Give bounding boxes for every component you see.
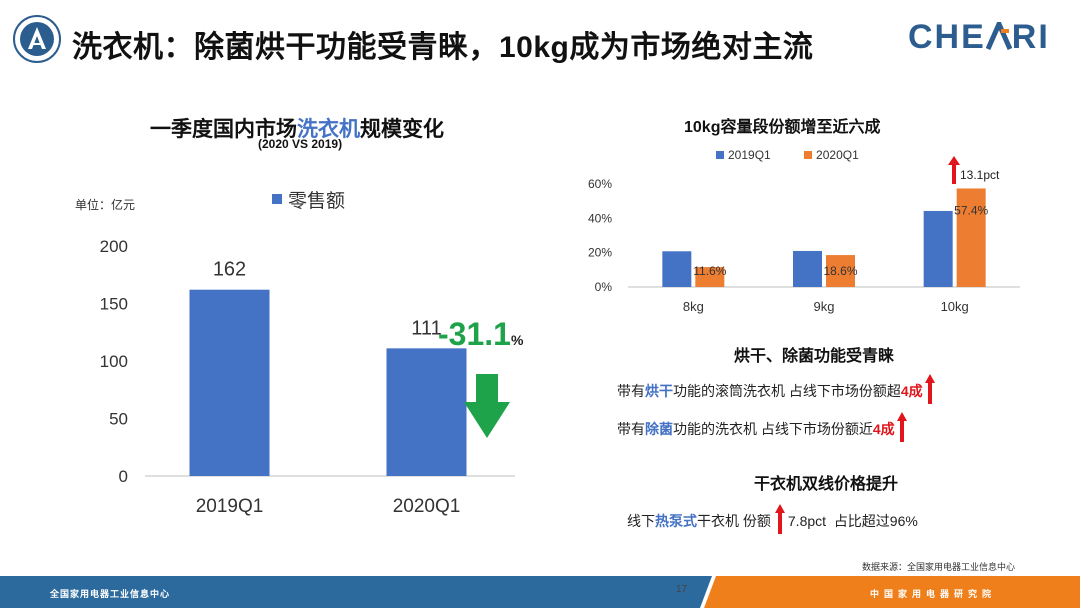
right-chart-legend: 2019Q1 2020Q1 bbox=[716, 148, 889, 162]
data-label: 57.4% bbox=[954, 203, 988, 217]
data-label: 162 bbox=[213, 259, 246, 281]
bar-2020q1-8kg bbox=[695, 267, 725, 287]
bar-2019Q1 bbox=[189, 289, 270, 476]
bar-2019q1-8kg bbox=[662, 251, 692, 287]
x-tick-label: 10kg bbox=[941, 299, 969, 314]
bar-2019q1-9kg bbox=[793, 250, 822, 287]
x-tick-label: 2019Q1 bbox=[196, 496, 264, 517]
x-tick-label: 8kg bbox=[683, 299, 704, 314]
left-chart-unit: 单位：亿元 bbox=[75, 198, 136, 212]
page-title: 洗衣机：除菌烘干功能受青睐，10kg成为市场绝对主流 bbox=[72, 31, 814, 64]
data-label: 111 bbox=[411, 317, 441, 339]
footer-divider bbox=[690, 576, 730, 608]
y-tick-label: 200 bbox=[100, 237, 128, 256]
y-tick-label: 150 bbox=[100, 295, 128, 314]
bar-2019q1-10kg bbox=[923, 210, 953, 287]
up-arrow-icon bbox=[924, 374, 935, 404]
text: 功能的洗衣机 占线下市场份额近 bbox=[673, 421, 873, 437]
y-tick-label: 50 bbox=[109, 410, 128, 429]
highlight-text: 除菌 bbox=[645, 421, 673, 437]
change-percentage: -31.1% bbox=[438, 316, 523, 353]
text: 功能的滚筒洗衣机 占线下市场份额超 bbox=[673, 383, 901, 399]
left-title-pre: 一季度国内市场 bbox=[150, 118, 297, 141]
text: 带有 bbox=[617, 383, 645, 399]
brand-text-pre: CHE bbox=[908, 18, 986, 56]
down-arrow-icon bbox=[464, 374, 510, 438]
brand-logo: CHE RI bbox=[908, 17, 1050, 57]
footer-org-name: 全国家用电器工业信息中心 bbox=[50, 589, 171, 599]
section-dryer-line: 线下热泵式干衣机 份额 7.8pct 占比超过96% bbox=[627, 504, 918, 534]
x-tick-label: 9kg bbox=[814, 299, 835, 314]
legend-label: 2020Q1 bbox=[816, 148, 859, 162]
highlight-text: 烘干 bbox=[645, 383, 673, 399]
left-title-highlight: 洗衣机 bbox=[297, 118, 360, 141]
footer-bar-blue bbox=[0, 576, 700, 608]
section-drying-title: 烘干、除菌功能受青睐 bbox=[734, 348, 895, 365]
legend-item-2019q1: 2019Q1 bbox=[716, 148, 771, 162]
x-tick-label: 2020Q1 bbox=[393, 496, 461, 517]
section-drying-line2: 带有除菌功能的洗衣机 占线下市场份额近4成 bbox=[617, 412, 907, 442]
change-unit: % bbox=[510, 332, 524, 348]
left-chart-legend: 零售额 bbox=[272, 186, 345, 213]
left-chart-subtitle: (2020 VS 2019) bbox=[258, 137, 343, 151]
legend-item-2020q1: 2020Q1 bbox=[804, 148, 859, 162]
footer-institute-name: 中国家用电器研究院 bbox=[870, 589, 997, 599]
data-label: 18.6% bbox=[823, 264, 857, 278]
left-title-post: 规模变化 bbox=[360, 118, 444, 141]
value-text: 7.8pct bbox=[787, 513, 827, 529]
brand-text-post: RI bbox=[1011, 18, 1050, 56]
footer-bar-orange bbox=[726, 576, 1080, 608]
text: 干衣机 份额 bbox=[697, 513, 771, 529]
highlight-text: 热泵式 bbox=[655, 513, 697, 529]
association-logo-icon bbox=[13, 15, 61, 63]
y-tick-label: 0 bbox=[119, 467, 128, 486]
text: 带有 bbox=[617, 421, 645, 437]
red-text: 4成 bbox=[872, 421, 895, 437]
y-tick-label: 40% bbox=[588, 211, 612, 225]
legend-label: 零售额 bbox=[288, 191, 346, 212]
text: 线下 bbox=[627, 513, 655, 529]
section-dryer-title: 干衣机双线价格提升 bbox=[754, 476, 899, 493]
change-value: -31.1 bbox=[438, 316, 511, 352]
right-chart-title: 10kg容量段份额增至近六成 bbox=[684, 119, 881, 136]
up-arrow-icon bbox=[774, 504, 785, 534]
y-tick-label: 60% bbox=[588, 177, 612, 191]
legend-swatch bbox=[272, 194, 282, 204]
up-arrow-icon bbox=[896, 412, 907, 442]
section-drying-line1: 带有烘干功能的滚筒洗衣机 占线下市场份额超4成 bbox=[617, 374, 935, 404]
bar-2020q1-9kg bbox=[826, 255, 855, 287]
red-text: 4成 bbox=[900, 383, 923, 399]
left-chart-title: 一季度国内市场洗衣机规模变化 bbox=[150, 113, 444, 143]
up-arrow-icon bbox=[948, 156, 960, 184]
data-label: 11.6% bbox=[693, 264, 726, 278]
y-tick-label: 100 bbox=[100, 352, 128, 371]
data-source: 数据来源：全国家用电器工业信息中心 bbox=[862, 562, 1016, 572]
bar-2020q1-10kg bbox=[956, 188, 986, 287]
y-tick-label: 0% bbox=[595, 280, 613, 294]
brand-a-icon bbox=[985, 17, 1013, 51]
bar-2020Q1 bbox=[386, 348, 467, 476]
text: 占比超过96% bbox=[833, 513, 918, 529]
legend-swatch-blue bbox=[716, 151, 724, 159]
legend-label: 2019Q1 bbox=[728, 148, 771, 162]
pct-increase-note: 13.1pct bbox=[960, 168, 1000, 182]
legend-swatch-orange bbox=[804, 151, 813, 159]
page-number: 17 bbox=[676, 584, 688, 595]
y-tick-label: 20% bbox=[588, 246, 612, 260]
